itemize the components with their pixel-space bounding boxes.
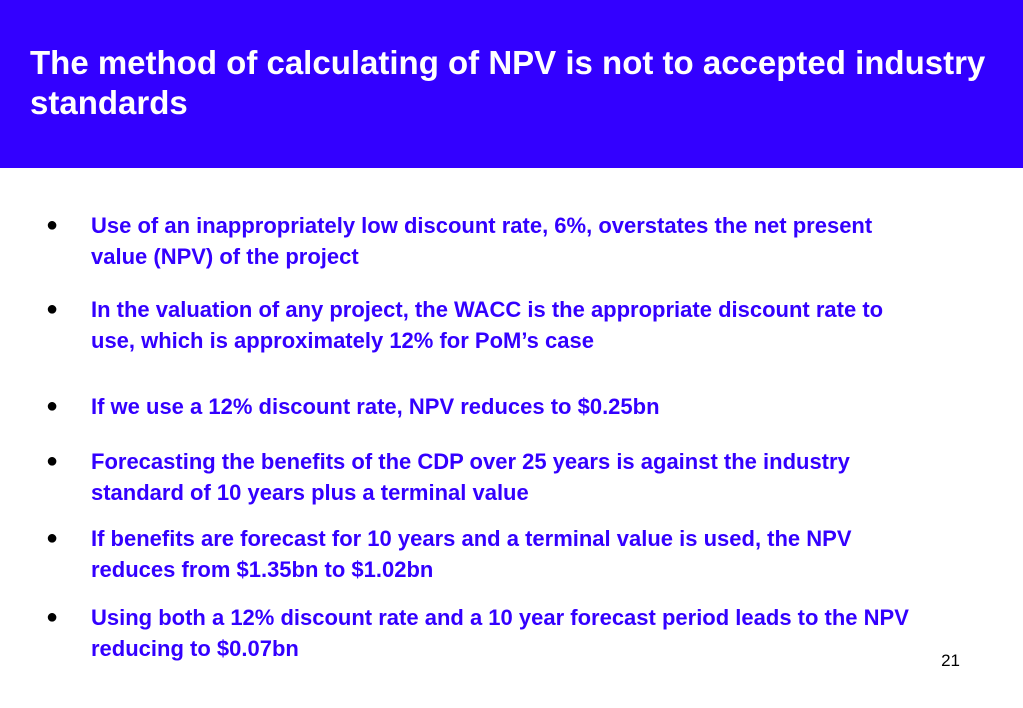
- page-number: 21: [941, 651, 960, 670]
- bullet-item: ● If we use a 12% discount rate, NPV red…: [46, 391, 926, 422]
- bullet-item: ● Use of an inappropriately low discount…: [46, 210, 926, 272]
- bullet-dot-icon: ●: [46, 606, 59, 628]
- bullet-item: ● Forecasting the benefits of the CDP ov…: [46, 446, 926, 508]
- slide-title: The method of calculating of NPV is not …: [30, 44, 986, 121]
- bullet-dot-icon: ●: [46, 450, 59, 472]
- bullet-text: If we use a 12% discount rate, NPV reduc…: [91, 394, 660, 419]
- title-bar: [0, 0, 1023, 168]
- bullet-item: ● Using both a 12% discount rate and a 1…: [46, 602, 926, 664]
- bullet-dot-icon: ●: [46, 214, 59, 236]
- bullet-text: If benefits are forecast for 10 years an…: [91, 526, 852, 582]
- bullet-text: Using both a 12% discount rate and a 10 …: [91, 605, 909, 661]
- bullet-dot-icon: ●: [46, 527, 59, 549]
- bullet-dot-icon: ●: [46, 298, 59, 320]
- bullet-item: ● If benefits are forecast for 10 years …: [46, 523, 926, 585]
- bullet-item: ● In the valuation of any project, the W…: [46, 294, 926, 356]
- bullet-text: Forecasting the benefits of the CDP over…: [91, 449, 850, 505]
- bullet-dot-icon: ●: [46, 395, 59, 417]
- bullet-text: In the valuation of any project, the WAC…: [91, 297, 884, 353]
- bullet-text: Use of an inappropriately low discount r…: [91, 213, 873, 269]
